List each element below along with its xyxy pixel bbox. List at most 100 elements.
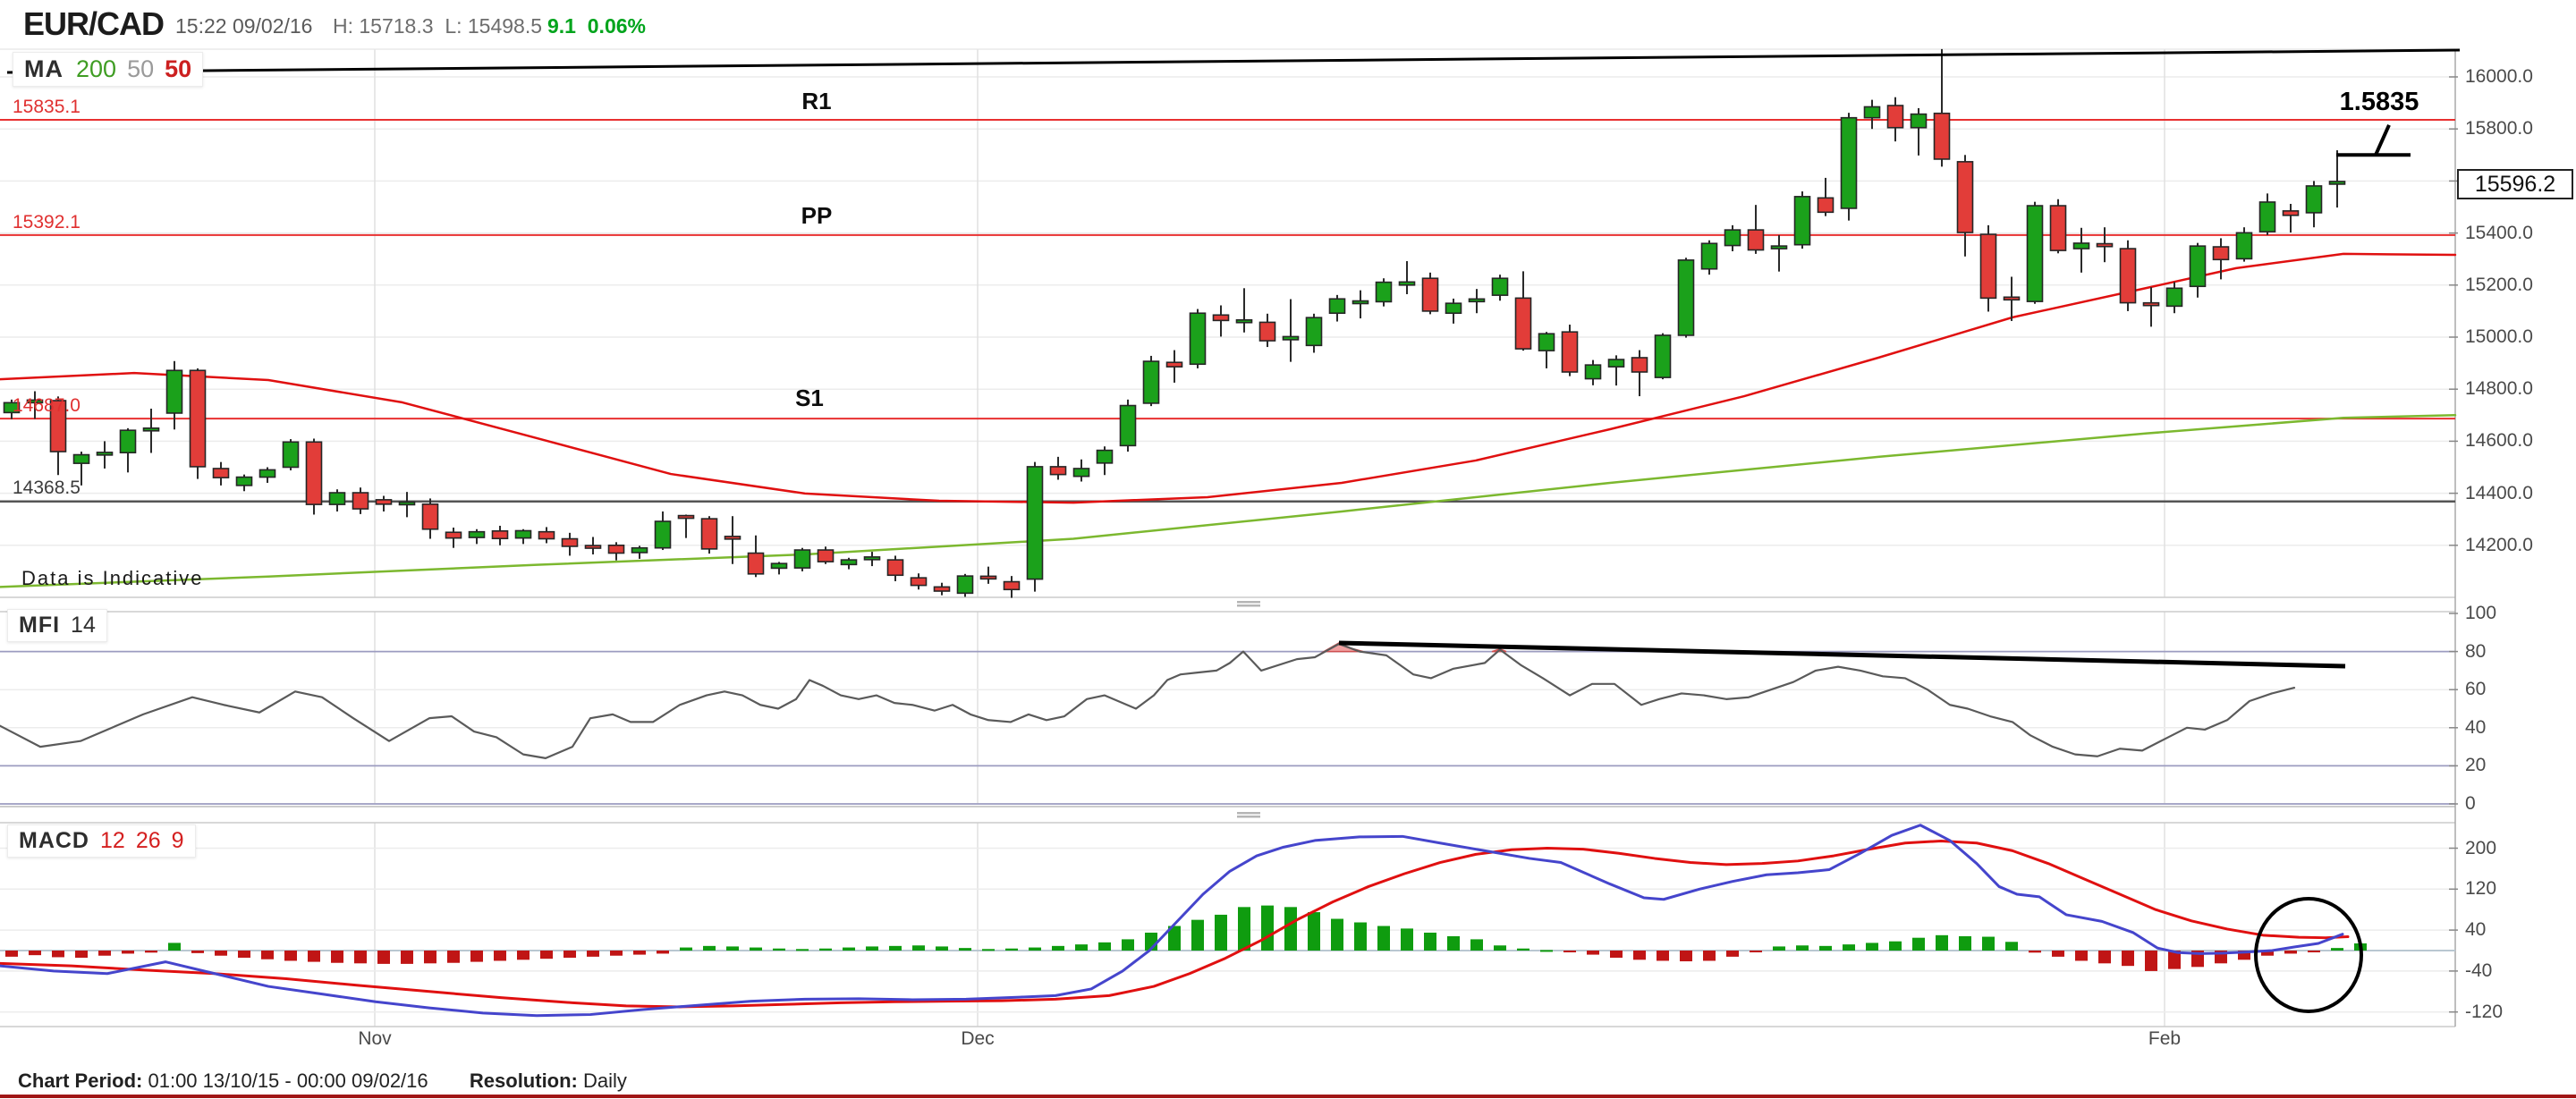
macd-histogram-bar-up [1517, 948, 1530, 951]
mfi-period-param: 14 [71, 613, 96, 638]
candle-body-up [1770, 245, 1788, 249]
ma-50-param: 50 [127, 55, 155, 82]
macd-histogram-bar-up [912, 945, 925, 951]
candle-body-down [724, 536, 741, 540]
macd-histogram-bar-up [866, 946, 878, 951]
symbol-title: EUR/CAD [23, 5, 165, 42]
macd-histogram-bar-down [1726, 951, 1739, 957]
candle-body-down [1003, 580, 1021, 591]
price-tick-label: 15400.0 [2465, 222, 2533, 243]
ma200-line [0, 414, 2457, 588]
candle-body-down [305, 441, 323, 505]
candle-body-up [2026, 205, 2044, 302]
candle-body-up [1607, 359, 1625, 368]
macd-histogram-bar-up [1308, 912, 1320, 951]
candle-body-down [1747, 229, 1765, 251]
macd-histogram-bar-down [377, 951, 390, 964]
candle-body-down [910, 577, 928, 587]
candle-body-down [561, 537, 579, 547]
candle-body-down [747, 552, 765, 575]
resolution-value: Daily [583, 1069, 627, 1092]
candle-body-down [1165, 361, 1183, 368]
candle-body-up [1026, 466, 1044, 580]
macd-histogram-bar-down [261, 951, 274, 960]
macd-histogram-bar-up [1773, 946, 1785, 951]
candle-body-up [1677, 259, 1695, 336]
macd-histogram-bar-up [843, 947, 855, 951]
change-percent: 0.06% [587, 14, 646, 38]
macd-histogram-bar-down [1657, 951, 1669, 961]
ma50-line [0, 252, 2457, 504]
macd-histogram-bar-up [1354, 922, 1367, 951]
macd-legend-label: MACD [19, 828, 89, 853]
macd-histogram-bar-up [1261, 905, 1274, 951]
macd-histogram-bar-up [1424, 932, 1436, 951]
pp-pivot-name: PP [801, 202, 833, 229]
candle-body-up [1375, 281, 1393, 303]
s1-level-label: 14687.0 [13, 395, 80, 416]
candle-body-up [1072, 468, 1090, 478]
candle-body-down [491, 529, 509, 540]
candle-body-up [1119, 404, 1137, 447]
macd-histogram-bar-down [1633, 951, 1646, 960]
price-tick-label: 14200.0 [2465, 534, 2533, 555]
macd-histogram-bar-up [1331, 918, 1343, 951]
candle-body-up [142, 427, 160, 432]
price-tick-label: 16000.0 [2465, 66, 2533, 87]
macd-histogram-bar-down [238, 951, 250, 959]
macd-tick-label: 200 [2465, 837, 2497, 858]
macd-histogram-bar-down [1703, 951, 1716, 961]
mfi-legend[interactable]: MFI 14 [7, 609, 107, 642]
candle-body-up [956, 575, 974, 595]
macd-legend[interactable]: MACD 12 26 9 [7, 824, 196, 858]
macd-histogram-bar-down [354, 951, 367, 964]
macd-histogram-bar-up [1819, 945, 1832, 951]
candle-body-down [1979, 233, 1997, 300]
candle-body-down [677, 514, 695, 520]
change-readout: 9.1 0.06% [547, 14, 646, 38]
candle-body-down [2003, 296, 2021, 301]
macd-histogram-bar-down [470, 951, 483, 962]
pane-divider-handle[interactable] [1237, 812, 1260, 818]
ma-50b-param: 50 [165, 55, 192, 82]
candle-body-down [1886, 105, 1904, 129]
mfi-trendline [1338, 640, 2346, 669]
candle-body-up [2165, 287, 2183, 308]
macd-histogram-bar-down [2261, 951, 2274, 956]
macd-histogram-bar-down [1680, 951, 1692, 962]
candle-body-down [1258, 321, 1276, 342]
macd-tick-label: -120 [2465, 1001, 2504, 1022]
bottom-accent-line [0, 1095, 2576, 1098]
mfi-tick-label: 0 [2465, 793, 2476, 814]
ma-legend[interactable]: MA 200 50 50 [13, 52, 204, 87]
candle-body-down [375, 499, 393, 505]
macd-histogram-bar-up [1843, 944, 1855, 951]
s1-pivot-name: S1 [795, 385, 824, 411]
macd-histogram-bar-down [2145, 951, 2157, 971]
macd-histogram-bar-up [703, 945, 716, 951]
candle-body-down [979, 575, 997, 580]
macd-histogram-bar-down [98, 951, 111, 956]
price-tick-label: 15800.0 [2465, 118, 2533, 139]
macd-tick-label: 40 [2465, 919, 2487, 941]
mfi-tick-label: 40 [2465, 716, 2487, 738]
macd-histogram-bar-down [2308, 951, 2320, 952]
mfi-tick-label: 60 [2465, 679, 2487, 700]
macd-histogram-bar-up [1447, 935, 1460, 951]
macd-histogram-bar-up [1959, 935, 1971, 951]
candle-body-up [328, 492, 346, 505]
candle-body-down [700, 518, 718, 550]
change-value: 9.1 [547, 14, 576, 38]
pane-divider-handle[interactable] [1237, 601, 1260, 607]
candle-body-up [1142, 360, 1160, 404]
candle-body-down [49, 400, 67, 452]
macd-histogram-bar-up [1005, 948, 1018, 951]
macd-line [0, 824, 2344, 1018]
price-tick-label: 14800.0 [2465, 378, 2533, 400]
macd-histogram-bar-down [1587, 951, 1599, 955]
candle-body-down [1421, 277, 1439, 312]
macd-histogram-bar-down [331, 951, 343, 963]
macd-histogram-bar-down [633, 951, 646, 955]
mfi-tick-label: 100 [2465, 603, 2497, 623]
